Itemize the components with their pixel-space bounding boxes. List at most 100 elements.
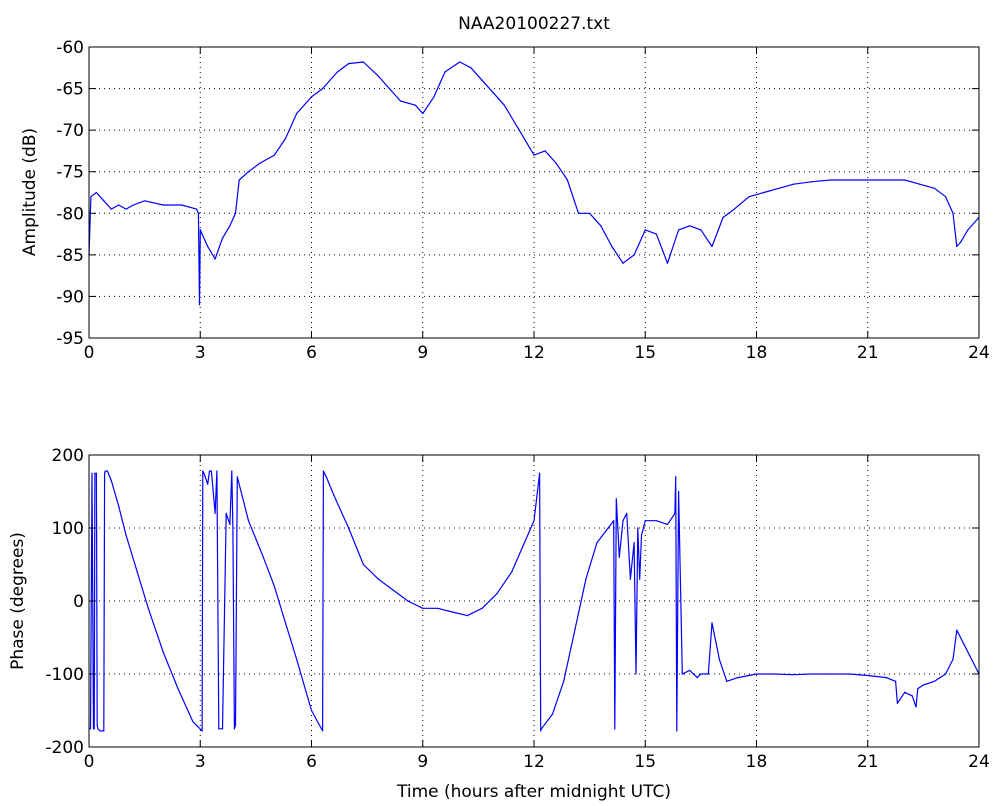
amplitude-data-point: [310, 96, 313, 98]
amplitude-data-point: [848, 179, 850, 181]
phase-data-point: [466, 615, 468, 617]
amplitude-data-point: [197, 212, 199, 214]
amplitude-data-point: [414, 104, 416, 106]
amplitude-x-tick-label: 18: [746, 343, 768, 363]
phase-data-point: [496, 593, 498, 595]
phase-data-point: [904, 691, 906, 693]
amplitude-data-point: [273, 154, 275, 156]
phase-data-point: [675, 476, 677, 478]
amplitude-series-line: [88, 61, 980, 306]
phase-data-point: [956, 629, 958, 631]
phase-data-point: [613, 520, 615, 522]
phase-data-point: [177, 688, 179, 690]
amplitude-data-point: [388, 88, 390, 90]
amplitude-data-point: [234, 212, 237, 214]
phase-data-point: [296, 658, 298, 661]
phase-data-point: [192, 720, 194, 723]
amplitude-data-point: [181, 204, 183, 206]
phase-data-point: [540, 728, 543, 730]
phase-data-point: [202, 470, 204, 472]
amplitude-x-tick-label: 0: [84, 343, 95, 363]
amplitude-data-point: [811, 181, 813, 183]
phase-data-point: [422, 607, 424, 609]
phase-data-point: [922, 684, 925, 686]
amplitude-data-point: [377, 75, 379, 77]
amplitude-data-point: [470, 67, 472, 69]
phase-data-point: [362, 563, 364, 566]
phase-data-point: [674, 512, 676, 515]
amplitude-data-point: [589, 212, 591, 214]
amplitude-data-point: [422, 112, 424, 115]
amplitude-y-tick-label: -85: [56, 246, 84, 266]
phase-data-point: [262, 556, 264, 558]
amplitude-data-point: [336, 71, 339, 73]
phase-data-point: [392, 589, 394, 591]
phase-data-point: [203, 472, 205, 474]
amplitude-x-tick-label: 15: [634, 343, 656, 363]
phase-data-point: [94, 472, 96, 474]
amplitude-data-point: [952, 212, 954, 214]
amplitude-data-point: [518, 129, 520, 131]
phase-data-point: [218, 728, 220, 730]
phase-panel: 0 3 6 9 12 15 18 21 24 -200 -100 0 100 200 Phase (deg…: [8, 446, 990, 802]
amplitude-data-point: [566, 179, 569, 181]
phase-y-tick-label: 0: [73, 592, 84, 612]
amplitude-data-point: [201, 233, 203, 235]
phase-data-point: [963, 644, 965, 646]
phase-data-point: [91, 472, 93, 474]
phase-data-point: [247, 520, 250, 522]
phase-data-point: [511, 571, 513, 573]
amplitude-data-point: [90, 196, 92, 198]
amplitude-x-tick-label: 24: [968, 343, 990, 363]
amplitude-panel: 0 3 6 9 12 15 18 21 24 -95 -90 -85 -80 -75 -70 -65 -60 A…: [20, 38, 990, 363]
phase-data-point: [481, 607, 483, 609]
phase-data-point: [273, 585, 275, 588]
amplitude-data-point: [125, 208, 127, 210]
phase-data-point: [718, 658, 721, 661]
phase-data-point: [896, 702, 899, 704]
amplitude-data-point: [221, 237, 224, 239]
amplitude-x-tick-label: 3: [195, 343, 206, 363]
phase-data-point: [162, 651, 164, 653]
phase-data-point: [666, 523, 669, 526]
phase-data-point: [915, 706, 917, 708]
amplitude-data-point: [433, 96, 435, 98]
phase-data-point: [707, 673, 709, 675]
phase-y-tick-label: 100: [52, 519, 84, 539]
amplitude-data-point: [956, 245, 958, 248]
amplitude-data-point: [207, 245, 209, 248]
phase-data-point: [952, 658, 954, 661]
amplitude-data-point: [733, 208, 735, 210]
phase-data-point: [848, 673, 850, 675]
phase-data-point: [895, 680, 897, 682]
phase-y-tick-label: -100: [45, 665, 84, 685]
phase-data-point: [221, 728, 224, 730]
phase-data-point: [540, 730, 542, 732]
amplitude-data-point: [644, 229, 646, 231]
phase-data-point: [236, 476, 238, 478]
phase-data-point: [830, 673, 832, 675]
phase-data-point: [97, 728, 99, 730]
phase-data-point: [551, 713, 554, 715]
amplitude-data-point: [503, 104, 505, 106]
amplitude-data-point: [144, 200, 146, 202]
amplitude-data-point: [296, 112, 298, 115]
amplitude-data-point: [95, 191, 97, 194]
amplitude-data-point: [322, 88, 324, 90]
phase-data-point: [676, 730, 678, 732]
phase-data-point: [229, 523, 231, 526]
phase-data-point: [322, 730, 324, 732]
amplitude-data-point: [162, 204, 164, 206]
phase-data-point: [640, 534, 643, 536]
amplitude-y-tick-label: -75: [56, 163, 84, 183]
phase-data-point: [284, 622, 287, 624]
amplitude-data-point: [945, 196, 947, 198]
phase-data-point: [437, 607, 439, 609]
phase-data-point: [208, 470, 211, 472]
phase-x-tick-label: 6: [306, 752, 317, 772]
amplitude-data-point: [533, 154, 535, 156]
amplitude-data-point: [199, 229, 201, 231]
phase-data-point: [933, 680, 936, 682]
amplitude-data-point: [933, 187, 936, 189]
phase-data-point: [945, 673, 947, 675]
